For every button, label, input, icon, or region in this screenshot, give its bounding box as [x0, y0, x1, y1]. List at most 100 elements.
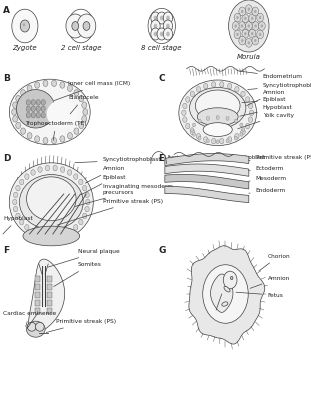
Circle shape — [242, 14, 249, 23]
Ellipse shape — [9, 79, 90, 145]
Ellipse shape — [179, 80, 257, 146]
Circle shape — [13, 116, 18, 122]
Circle shape — [163, 28, 173, 40]
Circle shape — [258, 22, 265, 30]
Circle shape — [248, 24, 250, 28]
Circle shape — [38, 232, 42, 237]
Circle shape — [244, 17, 247, 20]
Text: Mesoderm: Mesoderm — [249, 176, 287, 181]
Text: Amnion: Amnion — [250, 276, 290, 288]
Polygon shape — [189, 246, 265, 344]
Text: F: F — [3, 246, 9, 255]
Circle shape — [230, 276, 233, 280]
Circle shape — [254, 24, 257, 28]
Ellipse shape — [195, 90, 240, 121]
Circle shape — [203, 137, 208, 142]
Text: Endoderm: Endoderm — [249, 188, 286, 193]
Circle shape — [232, 22, 239, 30]
Polygon shape — [165, 174, 249, 189]
Text: Fetus: Fetus — [236, 292, 283, 298]
Circle shape — [211, 82, 216, 87]
Circle shape — [16, 213, 20, 219]
Text: Syncytiotrophoblast: Syncytiotrophoblast — [248, 83, 311, 90]
Text: Morula: Morula — [237, 54, 261, 60]
Circle shape — [245, 123, 250, 129]
Text: B: B — [3, 74, 10, 83]
Circle shape — [67, 132, 72, 139]
Circle shape — [223, 271, 237, 289]
Circle shape — [27, 85, 32, 92]
Circle shape — [79, 122, 84, 129]
Circle shape — [82, 116, 87, 122]
Circle shape — [36, 112, 40, 118]
Circle shape — [160, 32, 164, 36]
Circle shape — [154, 24, 157, 28]
Circle shape — [248, 117, 253, 122]
Circle shape — [79, 179, 83, 185]
Text: 2 cell stage: 2 cell stage — [61, 44, 101, 51]
Circle shape — [12, 9, 38, 43]
Text: Amnion: Amnion — [247, 90, 285, 106]
Polygon shape — [165, 164, 249, 176]
Circle shape — [74, 90, 79, 96]
Circle shape — [163, 20, 173, 32]
Circle shape — [245, 22, 252, 30]
Circle shape — [166, 16, 170, 20]
Text: Primitive streak (PS): Primitive streak (PS) — [249, 156, 311, 160]
Ellipse shape — [16, 90, 55, 128]
Circle shape — [20, 20, 30, 32]
Text: G: G — [159, 246, 166, 255]
Text: Invaginating mesoderm
precursors: Invaginating mesoderm precursors — [65, 184, 173, 209]
Circle shape — [60, 136, 65, 142]
Polygon shape — [28, 259, 65, 334]
Circle shape — [31, 112, 35, 118]
Circle shape — [157, 12, 166, 24]
Circle shape — [216, 116, 219, 120]
Circle shape — [190, 91, 195, 97]
Ellipse shape — [26, 177, 76, 221]
Polygon shape — [165, 186, 249, 202]
Circle shape — [41, 100, 45, 105]
Circle shape — [13, 102, 18, 108]
Circle shape — [31, 170, 35, 175]
Text: Zygote: Zygote — [12, 44, 37, 51]
Circle shape — [83, 22, 90, 30]
Circle shape — [245, 38, 252, 47]
Circle shape — [31, 100, 35, 105]
Circle shape — [16, 95, 21, 102]
Circle shape — [242, 29, 249, 38]
Circle shape — [242, 128, 245, 132]
Circle shape — [196, 86, 201, 92]
Circle shape — [45, 233, 50, 239]
Circle shape — [235, 134, 239, 139]
Circle shape — [245, 97, 250, 102]
Circle shape — [79, 219, 83, 225]
Circle shape — [241, 10, 244, 13]
Circle shape — [157, 28, 166, 40]
Circle shape — [16, 185, 20, 191]
Text: D: D — [3, 154, 11, 163]
Circle shape — [261, 24, 263, 28]
Circle shape — [35, 136, 39, 142]
Circle shape — [236, 16, 239, 19]
Text: Primitive streak (PS): Primitive streak (PS) — [57, 199, 163, 225]
Circle shape — [53, 233, 57, 239]
Circle shape — [193, 123, 196, 127]
Circle shape — [31, 106, 35, 112]
Circle shape — [45, 165, 50, 171]
Ellipse shape — [222, 302, 228, 306]
Text: A: A — [3, 6, 10, 15]
Circle shape — [25, 224, 29, 230]
Circle shape — [235, 86, 239, 92]
Circle shape — [241, 39, 244, 42]
Ellipse shape — [189, 88, 246, 128]
Circle shape — [43, 80, 48, 86]
Ellipse shape — [27, 322, 36, 331]
Circle shape — [254, 10, 257, 13]
Circle shape — [251, 17, 253, 20]
Text: Ectoderm: Ectoderm — [249, 166, 284, 171]
Circle shape — [67, 170, 72, 175]
Ellipse shape — [47, 100, 78, 128]
Text: Hypoblast: Hypoblast — [3, 216, 33, 234]
Circle shape — [241, 24, 243, 28]
